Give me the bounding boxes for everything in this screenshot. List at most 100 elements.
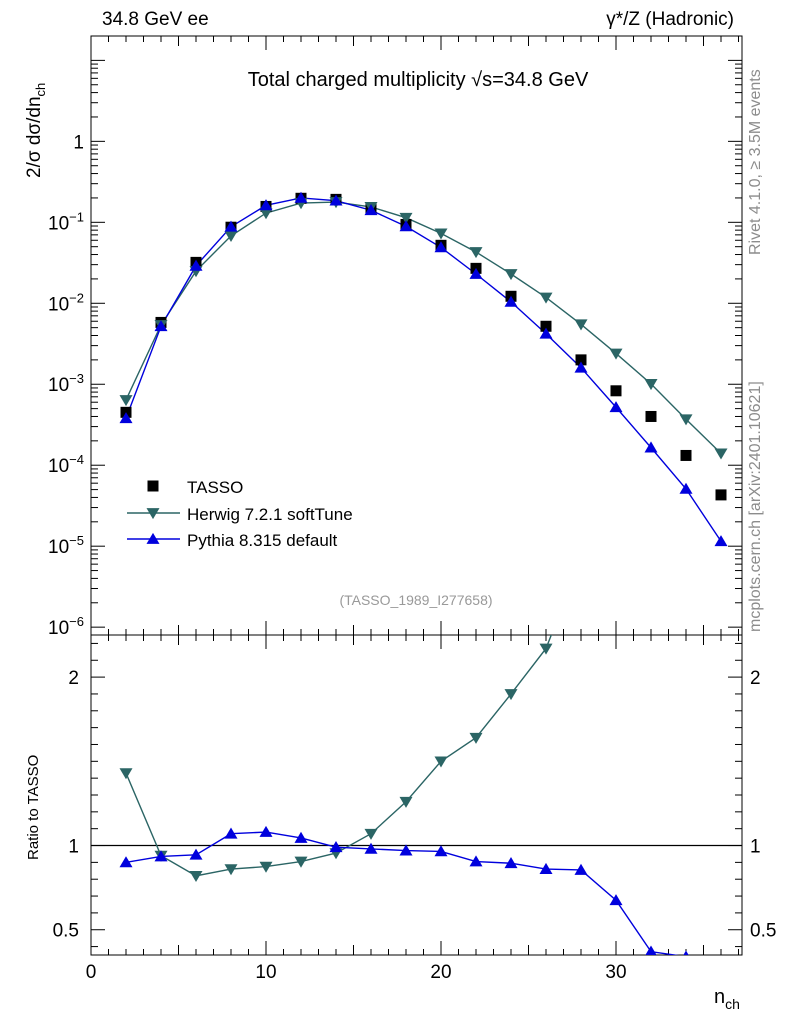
data-point (329, 194, 343, 206)
series-line (125, 197, 722, 542)
data-point (294, 191, 308, 203)
ratio-point (574, 863, 588, 875)
ratio-point (610, 521, 623, 532)
legend-entry: TASSO (187, 478, 243, 497)
main-y-tick-label: 10−3 (48, 371, 84, 396)
ratio-point (399, 796, 413, 808)
ratio-point (469, 732, 483, 744)
header-right: γ*/Z (Hadronic) (606, 9, 734, 30)
main-y-axis-label: 2/σ dσ/dnch (24, 83, 48, 178)
ratio-point (645, 617, 658, 628)
data-point (540, 320, 552, 332)
data-point (189, 259, 203, 271)
ratio-point (715, 959, 728, 970)
ratio-point (680, 537, 693, 548)
ratio-point (504, 689, 518, 701)
ratio-point (609, 894, 623, 906)
data-point (714, 535, 728, 547)
ratio-y-tick-label-right: 1 (750, 837, 761, 858)
ratio-point (364, 828, 378, 840)
data-point (364, 204, 378, 216)
data-point (399, 212, 413, 224)
ratio-point (434, 756, 448, 768)
data-point (504, 269, 518, 281)
ratio-point (224, 827, 238, 839)
main-y-tick-label: 1 (73, 132, 84, 153)
ratio-y-tick-label-left: 0.5 (53, 921, 79, 942)
main-series-group (119, 191, 728, 547)
data-point (574, 319, 588, 331)
ratio-point (645, 945, 657, 955)
ratio-point (259, 861, 273, 873)
chart-title: Total charged multiplicity √s=34.8 GeV (248, 69, 589, 91)
ratio-point (189, 870, 203, 883)
ratio-point (539, 643, 553, 655)
ratio-y-tick-label-right: 0.5 (750, 921, 776, 942)
ratio-point (154, 850, 168, 862)
main-y-tick-label: 10−4 (48, 452, 84, 477)
ratio-point (294, 831, 308, 843)
data-point (679, 482, 693, 494)
ratio-point (119, 856, 133, 868)
ratio-point (683, 950, 689, 955)
data-point (434, 228, 448, 240)
data-point (609, 401, 623, 413)
data-point (575, 354, 587, 366)
main-y-tick-label: 10−5 (48, 533, 84, 558)
ratio-point (119, 768, 133, 780)
ratio-point (539, 862, 553, 874)
legend-marker (147, 480, 159, 492)
x-tick-label: 30 (605, 962, 626, 983)
data-point (680, 449, 692, 461)
ratio-point (469, 855, 483, 867)
ratio-frame (90, 634, 743, 956)
data-point (399, 220, 413, 232)
ratio-y-tick-label-right: 2 (750, 668, 761, 689)
x-tick-label: 10 (255, 962, 276, 983)
ratio-line (125, 831, 680, 955)
rivet-label: Rivet 4.1.0, ≥ 3.5M events (747, 69, 764, 255)
data-point (469, 267, 483, 279)
legend-marker (146, 508, 160, 520)
ratio-point (504, 857, 518, 869)
data-point (645, 410, 657, 422)
series-line (125, 201, 722, 454)
main-y-tick-label: 10−1 (48, 209, 84, 234)
data-point (259, 199, 273, 211)
data-point (504, 295, 518, 307)
data-point (434, 241, 448, 253)
ratio-y-tick-label-left: 2 (68, 668, 79, 689)
analysis-watermark: (TASSO_1989_I277658) (339, 592, 492, 608)
data-point (259, 208, 273, 220)
legend-entry: Pythia 8.315 default (187, 531, 338, 550)
data-point (610, 385, 622, 397)
x-tick-label: 0 (86, 962, 97, 983)
legend-entry: Herwig 7.2.1 softTune (187, 505, 353, 524)
ratio-point (224, 864, 238, 876)
data-point (119, 395, 133, 407)
ratio-y-tick-label-left: 1 (68, 837, 79, 858)
data-point (609, 348, 623, 360)
main-y-tick-label: 10−2 (48, 290, 84, 315)
data-point (224, 220, 238, 232)
data-point (644, 441, 658, 453)
data-point (714, 448, 728, 460)
main-y-tick-label: 10−6 (48, 614, 84, 639)
data-point (539, 327, 553, 339)
data-point (154, 320, 168, 332)
ratio-line (125, 635, 553, 877)
data-point (224, 230, 238, 243)
x-axis-label: nch (714, 986, 740, 1012)
data-point (469, 247, 483, 259)
x-tick-label: 20 (430, 962, 451, 983)
ratio-point (259, 825, 273, 837)
header-left: 34.8 GeV ee (102, 9, 209, 30)
mcplots-label: mcplots.cern.ch [arXiv:2401.10621] (747, 381, 764, 632)
ratio-point (364, 842, 378, 854)
ratio-point (399, 844, 413, 856)
ratio-point (434, 845, 448, 857)
data-point (644, 379, 658, 391)
legend-marker (146, 532, 160, 544)
data-point (119, 412, 133, 424)
